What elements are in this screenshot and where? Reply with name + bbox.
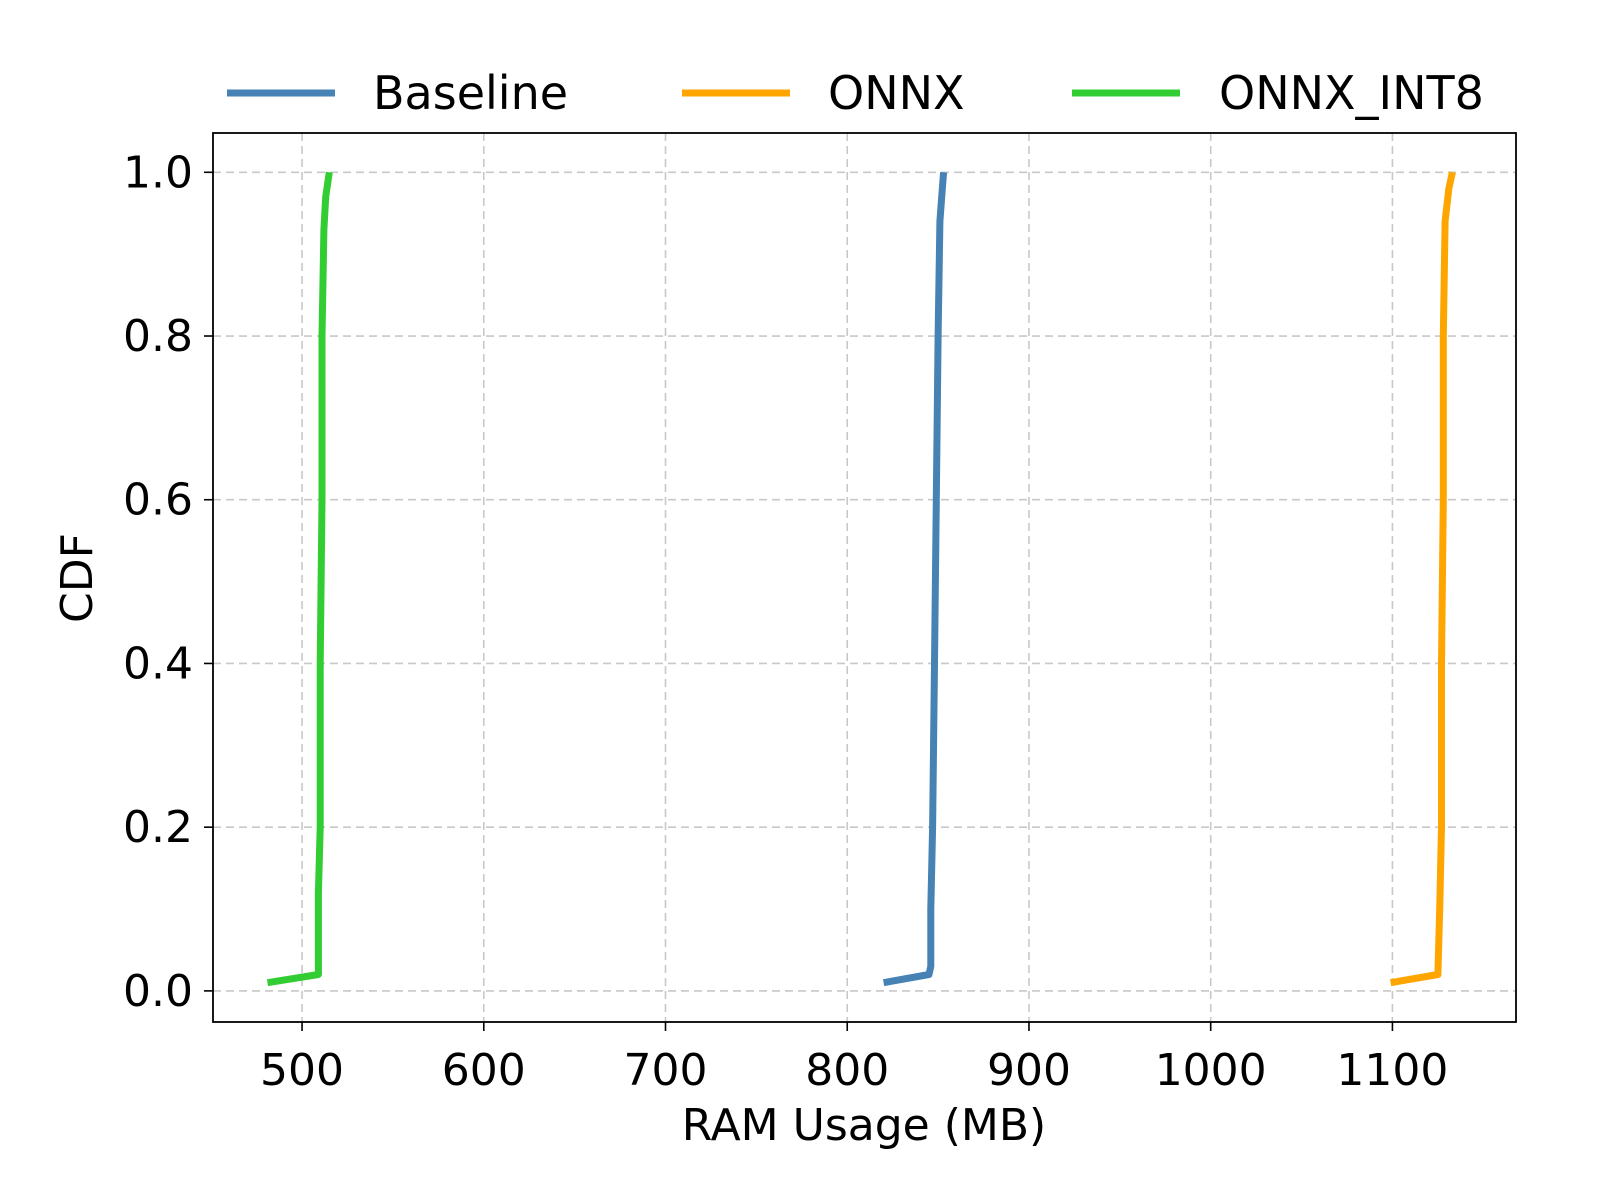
legend: Baseline ONNX ONNX_INT8 [227, 66, 1484, 120]
y-tick-label: 0.2 [123, 802, 193, 853]
y-tick-label: 0.8 [123, 311, 193, 362]
x-tick-label: 800 [805, 1045, 889, 1096]
y-axis-label: CDF [52, 533, 103, 623]
y-tick-label: 1.0 [123, 147, 193, 198]
series-line-baseline [882, 172, 948, 987]
tick-layer: 500 600 700 800 900 1000 1100 0.0 0.2 0.4 0.6 0.8 1.… [123, 147, 1448, 1096]
y-tick-label: 0.0 [123, 966, 193, 1017]
x-tick-label: 600 [442, 1045, 526, 1096]
x-axis-label: RAM Usage (MB) [682, 1100, 1046, 1151]
series-line-onnx-int8 [266, 171, 333, 987]
series-layer [266, 171, 1456, 987]
x-tick-label: 1100 [1336, 1045, 1448, 1096]
legend-label-baseline: Baseline [373, 66, 568, 120]
legend-label-onnx-int8: ONNX_INT8 [1219, 66, 1484, 120]
y-tick-label: 0.6 [123, 475, 193, 526]
x-tick-label: 500 [260, 1045, 344, 1096]
grid-layer [213, 133, 1516, 1022]
plot-frame [212, 132, 1517, 1023]
legend-label-onnx: ONNX [828, 66, 965, 120]
y-tick-label: 0.4 [123, 638, 193, 689]
x-tick-label: 700 [624, 1045, 708, 1096]
x-tick-label: 900 [987, 1045, 1071, 1096]
series-line-onnx [1390, 171, 1456, 987]
x-tick-label: 1000 [1155, 1045, 1267, 1096]
